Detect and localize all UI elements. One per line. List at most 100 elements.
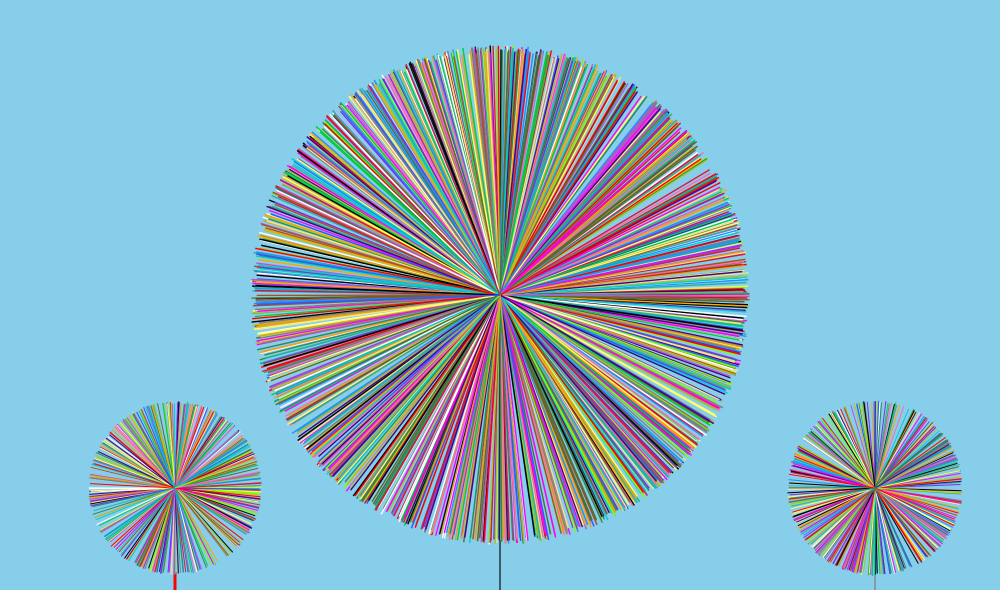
ray xyxy=(874,421,930,489)
ray xyxy=(174,459,255,489)
ray xyxy=(297,147,501,296)
ray xyxy=(282,176,501,296)
ray xyxy=(499,294,710,431)
ray xyxy=(174,487,261,498)
ray xyxy=(256,294,501,351)
ray xyxy=(296,158,501,296)
ray xyxy=(405,294,501,524)
ray xyxy=(499,294,658,482)
ray xyxy=(145,406,176,489)
ray xyxy=(398,294,501,523)
ray xyxy=(256,294,501,306)
ray xyxy=(874,487,960,504)
ray xyxy=(788,479,876,489)
ray xyxy=(437,54,501,296)
ray xyxy=(863,401,876,489)
ray xyxy=(874,487,883,575)
ray xyxy=(808,487,876,544)
ray xyxy=(354,294,501,497)
ray xyxy=(499,294,550,541)
ray xyxy=(499,294,665,481)
ray xyxy=(375,84,501,296)
ray xyxy=(499,158,709,296)
ray xyxy=(431,294,501,533)
ray xyxy=(280,294,501,409)
ray xyxy=(499,294,536,536)
ray xyxy=(174,487,218,562)
ray xyxy=(874,408,910,489)
ray xyxy=(874,487,930,556)
ray xyxy=(874,487,919,564)
ray xyxy=(874,412,921,489)
ray xyxy=(449,294,501,534)
ray xyxy=(499,294,634,500)
ray xyxy=(382,78,501,296)
ray xyxy=(499,294,608,515)
ray xyxy=(499,294,733,385)
ray xyxy=(174,487,232,554)
ray xyxy=(874,436,946,489)
ray xyxy=(499,49,510,296)
ray xyxy=(499,294,734,370)
ray xyxy=(874,404,901,489)
ray xyxy=(174,445,251,489)
ray xyxy=(794,453,876,489)
ray xyxy=(799,445,876,489)
ray xyxy=(832,487,876,564)
ray xyxy=(110,487,176,547)
ray xyxy=(794,457,876,489)
dandelion-head-center xyxy=(250,45,750,545)
ray xyxy=(109,434,176,489)
ray xyxy=(874,444,950,489)
ray xyxy=(174,405,199,489)
ray xyxy=(499,294,683,463)
ray xyxy=(499,79,619,296)
ray xyxy=(174,487,261,491)
ray xyxy=(90,466,176,489)
ray xyxy=(874,487,945,541)
ray xyxy=(174,482,262,489)
ray xyxy=(499,294,744,327)
ray xyxy=(499,294,598,521)
ray xyxy=(499,213,734,296)
ray xyxy=(499,250,743,296)
ray xyxy=(499,294,514,541)
ray xyxy=(94,487,176,519)
ray xyxy=(874,487,938,550)
ray xyxy=(499,281,747,296)
ray xyxy=(90,487,176,499)
ray xyxy=(810,487,876,548)
ray xyxy=(499,127,682,296)
ray xyxy=(306,147,501,296)
ray xyxy=(499,294,568,535)
ray xyxy=(96,487,176,526)
ray xyxy=(813,487,876,549)
ray xyxy=(393,294,501,517)
dandelion-head-right xyxy=(787,400,963,576)
ray xyxy=(90,487,176,507)
ray xyxy=(114,426,176,489)
ray xyxy=(94,454,176,489)
ray xyxy=(499,63,589,296)
ray xyxy=(499,294,744,332)
ray xyxy=(874,487,960,513)
ray xyxy=(174,487,260,508)
ray xyxy=(823,487,876,559)
ray xyxy=(392,69,501,296)
ray xyxy=(499,294,557,538)
ray xyxy=(174,487,248,533)
ray xyxy=(792,463,876,489)
ray xyxy=(499,294,603,517)
ray xyxy=(874,478,962,489)
ray xyxy=(483,294,501,543)
ray xyxy=(869,487,876,574)
ray xyxy=(174,417,225,489)
ray xyxy=(874,487,957,519)
ray xyxy=(499,203,731,296)
ray xyxy=(456,49,501,296)
ray xyxy=(410,294,501,523)
ray xyxy=(499,76,607,296)
ray xyxy=(828,487,876,562)
ray xyxy=(174,487,244,541)
ray xyxy=(174,430,238,489)
